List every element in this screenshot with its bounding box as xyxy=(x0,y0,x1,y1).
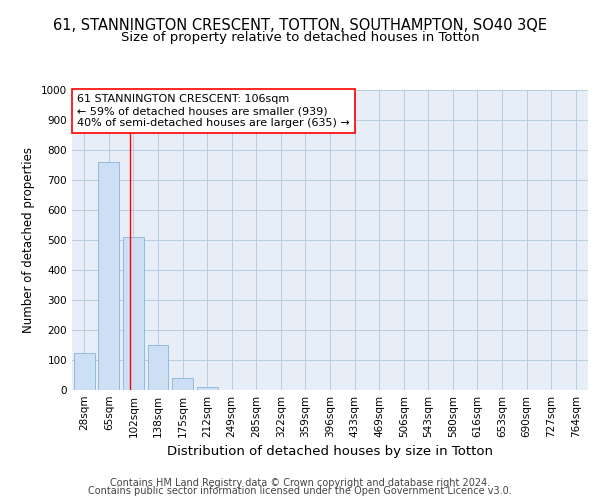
Bar xyxy=(172,378,193,390)
Text: 61 STANNINGTON CRESCENT: 106sqm
← 59% of detached houses are smaller (939)
40% o: 61 STANNINGTON CRESCENT: 106sqm ← 59% of… xyxy=(77,94,350,128)
Bar xyxy=(74,352,95,390)
Y-axis label: Number of detached properties: Number of detached properties xyxy=(22,147,35,333)
Bar xyxy=(123,237,144,390)
Text: Contains public sector information licensed under the Open Government Licence v3: Contains public sector information licen… xyxy=(88,486,512,496)
Text: 61, STANNINGTON CRESCENT, TOTTON, SOUTHAMPTON, SO40 3QE: 61, STANNINGTON CRESCENT, TOTTON, SOUTHA… xyxy=(53,18,547,32)
Text: Size of property relative to detached houses in Totton: Size of property relative to detached ho… xyxy=(121,31,479,44)
Bar xyxy=(197,386,218,390)
Text: Contains HM Land Registry data © Crown copyright and database right 2024.: Contains HM Land Registry data © Crown c… xyxy=(110,478,490,488)
Bar xyxy=(98,162,119,390)
Bar xyxy=(148,345,169,390)
X-axis label: Distribution of detached houses by size in Totton: Distribution of detached houses by size … xyxy=(167,446,493,458)
